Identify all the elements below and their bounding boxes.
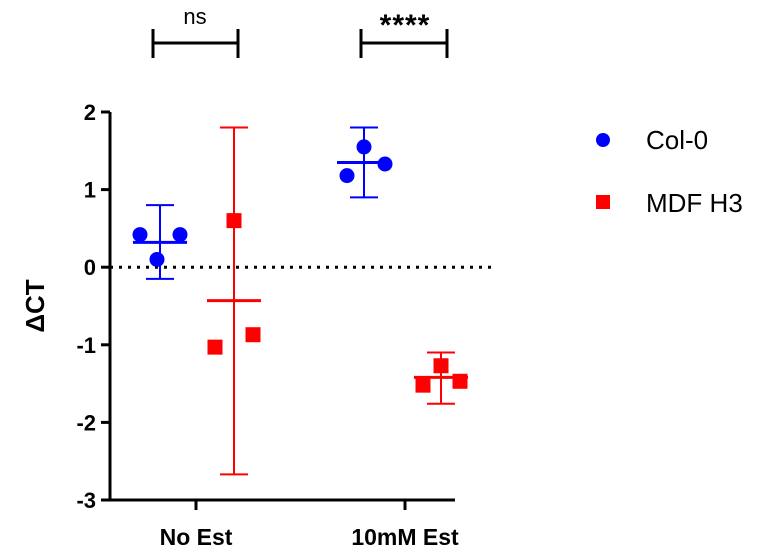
data-point-mdf-h3-10mm-est	[433, 358, 449, 374]
data-point-mdf-h3-no-est	[207, 339, 223, 355]
data-point-mdf-h3-no-est	[245, 327, 261, 343]
legend-marker-col-0	[596, 133, 610, 147]
significance-label-no-est: ns	[183, 4, 206, 29]
data-point-col-0-no-est	[149, 251, 165, 267]
significance-bracket-10mm-est	[359, 29, 449, 58]
x-category-label-10mm-est: 10mM Est	[351, 524, 459, 550]
data-point-col-0-10mm-est	[356, 139, 372, 155]
legend: Col-0 MDF H3	[596, 125, 743, 218]
legend-label-mdf-h3: MDF H3	[646, 188, 743, 218]
data-point-col-0-no-est	[132, 227, 148, 243]
legend-marker-mdf-h3	[596, 195, 610, 209]
significance-bracket-no-est	[151, 29, 240, 58]
data-point-mdf-h3-no-est	[226, 213, 242, 229]
y-tick-label: -3	[76, 488, 96, 513]
y-tick-label: 1	[84, 178, 96, 203]
significance-label-10mm-est: ****	[380, 9, 431, 42]
y-tick-label: -1	[76, 333, 96, 358]
x-category-label-no-est: No Est	[160, 524, 233, 550]
data-point-mdf-h3-10mm-est	[452, 373, 468, 389]
data-point-col-0-10mm-est	[377, 156, 393, 172]
y-tick-label: -2	[76, 410, 96, 435]
legend-label-col-0: Col-0	[646, 125, 708, 155]
data-point-col-0-10mm-est	[339, 168, 355, 184]
y-axis-title: ΔCT	[20, 279, 50, 332]
y-tick-label: 0	[84, 255, 96, 280]
y-tick-label: 2	[84, 100, 96, 125]
data-point-mdf-h3-10mm-est	[415, 377, 431, 393]
data-point-col-0-no-est	[172, 227, 188, 243]
